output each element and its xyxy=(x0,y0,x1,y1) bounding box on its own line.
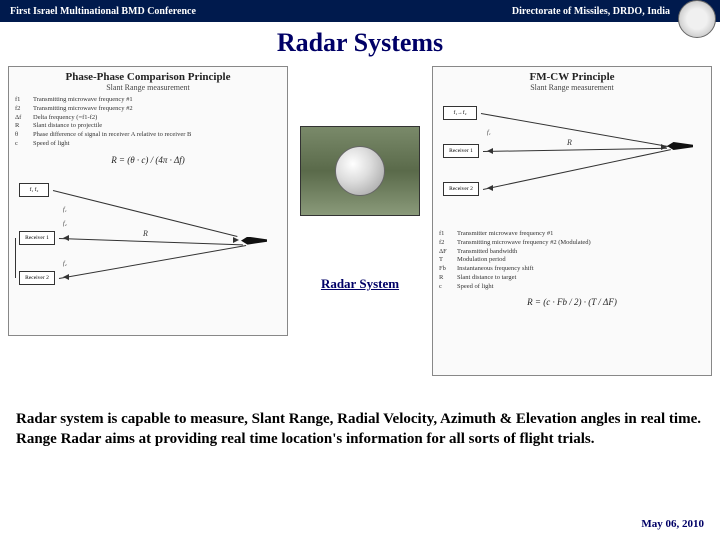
diagram-right-formula: R = (c · Fb / 2) · (T / ΔF) xyxy=(437,297,707,307)
page-title: Radar Systems xyxy=(0,28,720,58)
radar-dish-image xyxy=(300,126,420,216)
diagram-phase-phase: Phase-Phase Comparison Principle Slant R… xyxy=(8,66,288,336)
header-bar: First Israel Multinational BMD Conferenc… xyxy=(0,0,720,22)
center-caption: Radar System xyxy=(300,276,420,292)
diagram-right-title: FM-CW Principle xyxy=(437,71,707,83)
diagram-right-schematic: f₁→f₂ Receiver 1 Receiver 2 R f₁ xyxy=(437,96,707,226)
footer-date: May 06, 2010 xyxy=(641,518,704,530)
dish-icon xyxy=(335,146,385,196)
rx2-box-r: Receiver 2 xyxy=(443,182,479,196)
diagram-right-subtitle: Slant Range measurement xyxy=(437,83,707,92)
header-left-text: First Israel Multinational BMD Conferenc… xyxy=(10,6,196,17)
range-label-r: R xyxy=(567,138,572,147)
diagram-left-subtitle: Slant Range measurement xyxy=(13,83,283,92)
drdo-logo xyxy=(678,0,716,38)
main-content: Phase-Phase Comparison Principle Slant R… xyxy=(0,66,720,396)
rx1-box-r: Receiver 1 xyxy=(443,144,479,158)
diagram-left-legend: f1Transmitting microwave frequency #1 f2… xyxy=(15,96,281,149)
body-paragraph: Radar system is capable to measure, Slan… xyxy=(16,410,704,449)
tx-box: f₁ f₂ xyxy=(19,183,49,197)
rx-b-box: Receiver 2 xyxy=(19,271,55,285)
header-right-text: Directorate of Missiles, DRDO, India xyxy=(512,6,670,17)
range-label: R xyxy=(143,229,148,238)
diagram-left-title: Phase-Phase Comparison Principle xyxy=(13,71,283,83)
diagram-fmcw: FM-CW Principle Slant Range measurement … xyxy=(432,66,712,376)
rx-a-box: Receiver 1 xyxy=(19,231,55,245)
diagram-right-legend: f1Transmitter microwave frequency #1 f2T… xyxy=(439,230,705,291)
tx-box-r: f₁→f₂ xyxy=(443,106,477,120)
diagram-left-schematic: f₁ f₂ Receiver 1 Receiver 2 R f₁ f₂ f₂ xyxy=(13,171,283,311)
diagram-left-formula: R = (θ · c) / (4π · Δf) xyxy=(13,155,283,165)
